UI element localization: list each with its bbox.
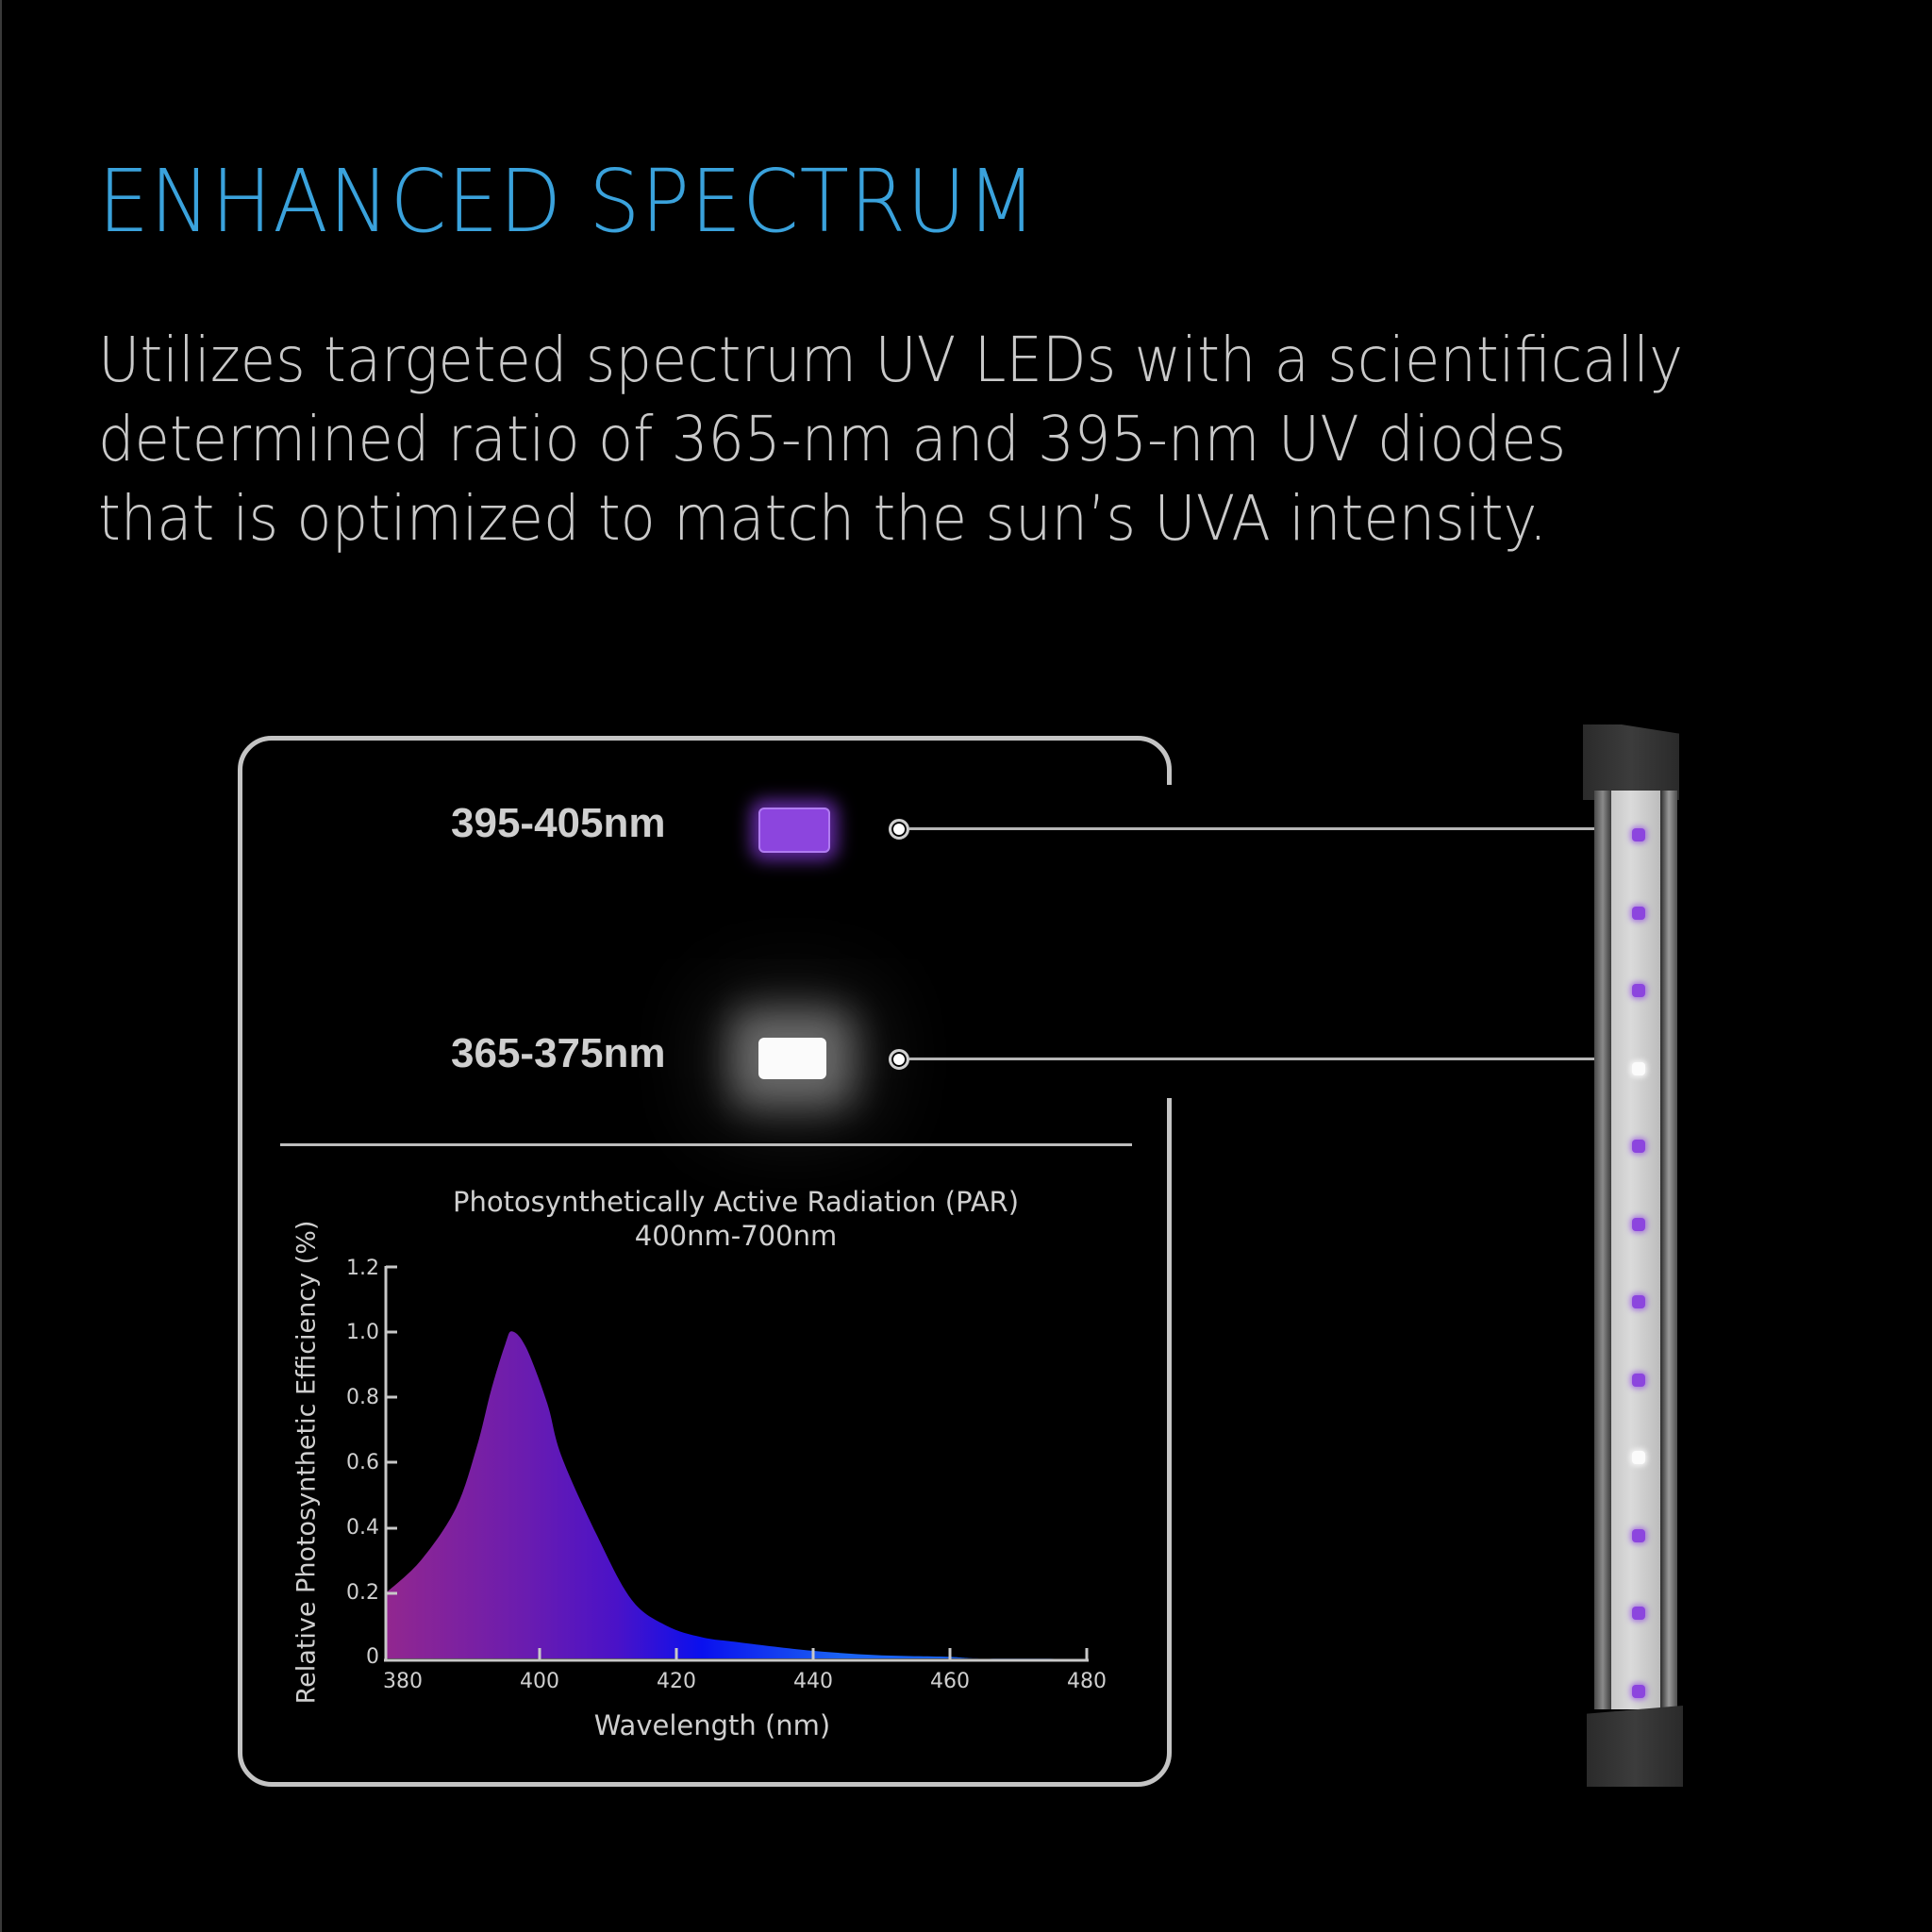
y-tick-label: 1.2 [346,1257,379,1280]
led-label-395: 395-405nm [451,800,666,846]
bar-led-white-icon [1632,1061,1645,1075]
light-bar-top-cap [1583,724,1679,800]
x-tick-label: 380 [383,1670,423,1693]
callout-line [909,1058,1615,1060]
y-tick-label: 0.2 [346,1581,379,1605]
x-tick-label: 440 [793,1670,833,1693]
x-axis-label: Wavelength (nm) [593,1709,831,1741]
description-line: determined ratio of 365-nm and 395-nm UV… [98,403,1567,475]
page-title: ENHANCED SPECTRUM [98,151,1038,252]
led-chip-purple-icon [758,808,830,853]
y-tick-label: 1.0 [346,1321,379,1344]
y-tick-label: 0.4 [346,1516,379,1540]
led-chip-white-icon [758,1038,826,1079]
bar-led-purple-icon [1632,828,1645,841]
bar-led-purple-icon [1632,1140,1645,1153]
light-bar-bottom-cap [1587,1706,1683,1787]
bar-led-purple-icon [1632,1217,1645,1231]
description-line: that is optimized to match the sun’s UVA… [98,482,1548,555]
callout-line [909,827,1615,830]
x-tick-label: 400 [520,1670,559,1693]
y-tick-label: 0.6 [346,1451,379,1474]
led-label-365: 365-375nm [451,1030,666,1076]
chart-title: Photosynthetically Active Radiation (PAR… [452,1186,1020,1218]
x-tick-label: 420 [657,1670,696,1693]
spectrum-area [386,1331,1088,1659]
bar-led-purple-icon [1632,1295,1645,1308]
y-tick-label: 0.8 [346,1386,379,1409]
bar-led-purple-icon [1632,1373,1645,1387]
callout-pin-icon [889,819,909,840]
bar-led-white-icon [1632,1451,1645,1464]
x-tick-label: 460 [930,1670,970,1693]
panel-divider [280,1143,1132,1146]
callout-pin-icon [889,1049,909,1070]
description: Utilizes targeted spectrum UV LEDs with … [98,321,1684,558]
description-line: Utilizes targeted spectrum UV LEDs with … [98,324,1684,396]
bar-led-purple-icon [1632,1528,1645,1542]
bar-led-purple-icon [1632,906,1645,920]
spectrum-panel [238,736,1172,1787]
x-tick-label: 480 [1067,1670,1107,1693]
bar-led-purple-icon [1632,1607,1645,1620]
page-edge [0,0,2,1932]
light-bar [1594,791,1677,1709]
bar-led-purple-icon [1632,1684,1645,1698]
chart-subtitle: 400nm-700nm [634,1220,838,1252]
panel-gap [1160,785,1179,1098]
bar-led-purple-icon [1632,984,1645,997]
y-tick-label: 0 [366,1645,379,1669]
axes [384,1265,1089,1662]
